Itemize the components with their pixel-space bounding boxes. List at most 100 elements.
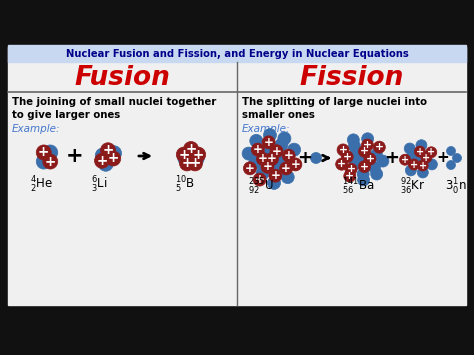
Circle shape <box>362 139 374 151</box>
Text: Nuclear Fusion and Fission, and Energy in Nuclear Equations: Nuclear Fusion and Fission, and Energy i… <box>65 49 409 59</box>
Text: +: + <box>258 153 268 165</box>
Circle shape <box>417 160 428 171</box>
Circle shape <box>358 160 371 173</box>
Circle shape <box>270 160 283 173</box>
Circle shape <box>370 148 383 160</box>
Text: +: + <box>416 147 424 157</box>
Text: +: + <box>185 142 197 156</box>
Circle shape <box>281 171 294 184</box>
Text: +: + <box>255 173 264 186</box>
Text: +: + <box>192 148 204 162</box>
Text: +: + <box>96 154 108 168</box>
Circle shape <box>453 153 462 163</box>
Text: +: + <box>363 140 372 150</box>
Circle shape <box>189 151 204 166</box>
Circle shape <box>180 156 194 171</box>
Circle shape <box>356 153 368 165</box>
Text: +: + <box>346 164 356 174</box>
Circle shape <box>94 153 109 168</box>
Text: $^{10}_{5}$B: $^{10}_{5}$B <box>175 175 195 195</box>
Circle shape <box>280 162 292 175</box>
Circle shape <box>256 166 269 180</box>
Text: +: + <box>298 149 312 167</box>
Circle shape <box>358 146 371 157</box>
Circle shape <box>267 176 281 190</box>
Circle shape <box>377 155 389 167</box>
Text: +: + <box>178 148 190 162</box>
Circle shape <box>345 163 357 175</box>
Text: +: + <box>338 145 347 155</box>
Text: +: + <box>422 153 430 163</box>
Text: +: + <box>375 142 384 152</box>
Text: +: + <box>271 169 280 182</box>
Circle shape <box>417 167 428 178</box>
Text: $^{6}_{3}$Li: $^{6}_{3}$Li <box>91 175 108 195</box>
Circle shape <box>405 165 416 176</box>
Text: +: + <box>38 146 49 159</box>
Text: $^{141}_{56}$Ba: $^{141}_{56}$Ba <box>342 177 374 197</box>
Circle shape <box>264 129 276 142</box>
Circle shape <box>310 153 321 164</box>
Circle shape <box>269 169 282 182</box>
Text: +: + <box>284 149 293 162</box>
Text: +: + <box>291 158 301 171</box>
Circle shape <box>368 162 381 174</box>
Text: +: + <box>190 157 201 170</box>
Text: Fusion: Fusion <box>74 65 170 91</box>
Circle shape <box>188 156 202 171</box>
Circle shape <box>362 133 374 145</box>
Circle shape <box>191 147 206 162</box>
Circle shape <box>407 151 418 162</box>
Circle shape <box>413 153 425 164</box>
Circle shape <box>106 151 121 166</box>
Circle shape <box>427 159 438 170</box>
Circle shape <box>288 143 301 156</box>
Circle shape <box>250 134 263 147</box>
Circle shape <box>183 142 199 157</box>
Circle shape <box>344 170 356 182</box>
Circle shape <box>347 134 359 146</box>
Circle shape <box>95 148 110 163</box>
Text: +: + <box>253 143 263 156</box>
Circle shape <box>107 146 121 161</box>
Circle shape <box>409 159 419 170</box>
Circle shape <box>249 156 262 169</box>
Circle shape <box>447 160 456 169</box>
Text: +: + <box>272 145 282 158</box>
Circle shape <box>270 145 283 158</box>
Text: +: + <box>108 152 119 165</box>
Circle shape <box>43 145 58 160</box>
Text: +: + <box>337 159 346 169</box>
Circle shape <box>261 160 274 173</box>
Circle shape <box>274 153 288 165</box>
Text: +: + <box>182 157 192 170</box>
Text: +: + <box>365 154 374 164</box>
Text: +: + <box>345 171 354 181</box>
Circle shape <box>278 132 291 145</box>
Circle shape <box>256 153 270 165</box>
Circle shape <box>183 146 199 161</box>
Text: +: + <box>102 143 114 157</box>
Circle shape <box>357 168 369 180</box>
Circle shape <box>447 147 456 155</box>
Circle shape <box>251 143 264 156</box>
Circle shape <box>36 145 51 160</box>
Circle shape <box>357 174 370 186</box>
Text: +: + <box>410 159 418 170</box>
Text: +: + <box>245 162 255 175</box>
Text: +: + <box>281 162 291 175</box>
Circle shape <box>400 154 410 165</box>
Text: +: + <box>267 153 277 165</box>
Circle shape <box>282 149 295 162</box>
Circle shape <box>183 149 199 164</box>
Circle shape <box>176 147 191 162</box>
Circle shape <box>178 151 193 166</box>
Text: +: + <box>264 136 273 149</box>
Circle shape <box>341 151 353 163</box>
Circle shape <box>348 140 361 152</box>
Circle shape <box>183 154 199 169</box>
Text: $^{92}_{36}$Kr: $^{92}_{36}$Kr <box>400 177 426 197</box>
Circle shape <box>349 158 362 170</box>
Circle shape <box>364 153 376 165</box>
Circle shape <box>374 141 385 153</box>
